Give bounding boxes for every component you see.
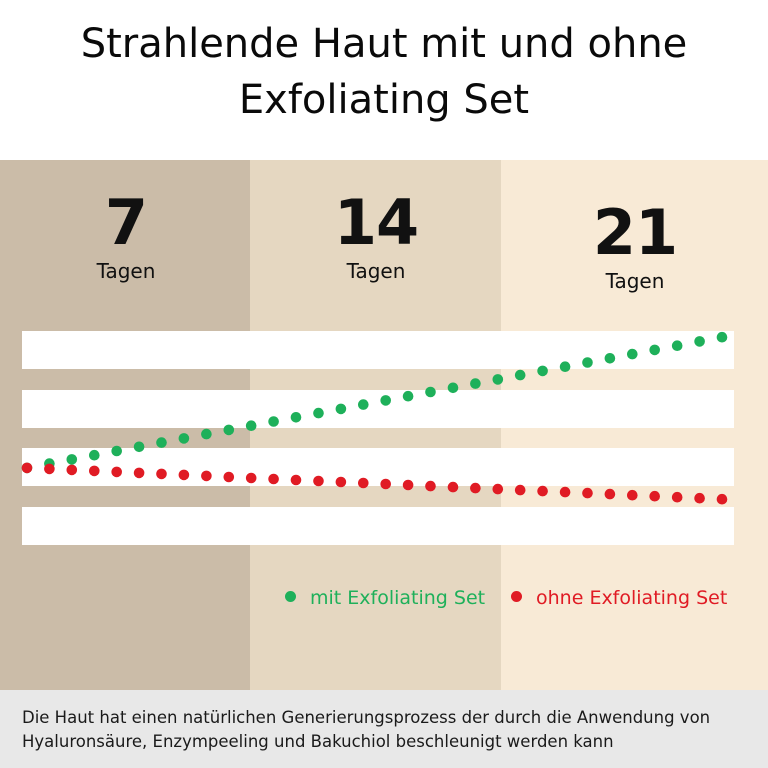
data-point (649, 344, 660, 356)
data-point (694, 336, 705, 347)
data-point (492, 374, 504, 385)
data-point (604, 488, 616, 500)
legend-dot-with-set-icon (285, 591, 296, 602)
data-point (313, 407, 324, 419)
data-point (268, 416, 279, 427)
period-21: 21 Tagen (535, 198, 735, 294)
data-point (694, 492, 705, 504)
data-point (268, 473, 279, 485)
data-point (537, 485, 548, 497)
period-unit-7: Tagen (96, 259, 156, 283)
data-point (582, 487, 593, 499)
data-point (716, 331, 728, 343)
data-point (380, 478, 392, 490)
data-point (582, 357, 593, 368)
data-point (111, 466, 122, 478)
data-point (514, 369, 526, 381)
data-point (671, 340, 683, 352)
period-number-7: 7 (104, 186, 148, 259)
data-point (425, 480, 436, 492)
series-with-set (21, 331, 728, 474)
data-point (627, 489, 638, 501)
data-point (358, 477, 369, 489)
title-line-1: Strahlende Haut mit und ohne (80, 21, 688, 67)
chart-title: Strahlende Haut mit und ohne Exfoliating… (0, 16, 768, 128)
caption-box: Die Haut hat einen natürlichen Generieru… (0, 690, 768, 768)
data-point (156, 468, 167, 480)
chart-series (21, 331, 728, 505)
data-point (716, 493, 728, 505)
data-point (402, 390, 414, 402)
data-point (201, 428, 212, 440)
data-point (470, 378, 481, 389)
data-point (111, 445, 122, 457)
period-7: 7 Tagen (26, 188, 226, 284)
title-line-2: Exfoliating Set (238, 77, 530, 123)
caption-text: Die Haut hat einen natürlichen Generieru… (22, 708, 711, 751)
data-point (178, 433, 190, 444)
data-point (470, 482, 481, 494)
period-14: 14 Tagen (276, 188, 476, 284)
series-without-set (21, 462, 728, 505)
data-point (89, 449, 100, 461)
chart-stripe-1 (22, 331, 734, 369)
data-point (21, 462, 33, 474)
data-point (559, 361, 571, 373)
data-point (671, 491, 683, 503)
period-unit-14: Tagen (346, 259, 406, 283)
data-point (604, 353, 616, 364)
legend-item-without-set: ohne Exfoliating Set (511, 585, 727, 611)
period-number-14: 14 (333, 186, 419, 259)
period-number-21: 21 (592, 196, 678, 269)
data-point (537, 365, 548, 377)
data-point (201, 470, 212, 482)
data-point (627, 348, 638, 360)
data-point (156, 437, 167, 448)
chart-stripe-3 (22, 448, 734, 486)
legend-label-with-set: mit Exfoliating Set (310, 587, 486, 609)
data-point (290, 412, 302, 423)
legend-dot-without-set-icon (511, 591, 522, 602)
data-point (402, 479, 414, 491)
data-point (89, 465, 100, 477)
chart-stripes (22, 331, 734, 545)
data-point (178, 469, 190, 481)
data-point (133, 467, 145, 479)
data-point (447, 382, 459, 394)
data-point (335, 476, 347, 488)
data-point (313, 475, 324, 487)
data-point (245, 472, 257, 484)
data-point (649, 490, 660, 502)
data-point (425, 386, 436, 398)
data-point (380, 395, 392, 406)
data-point (358, 399, 369, 410)
data-point (447, 481, 459, 493)
chart-stripe-2 (22, 390, 734, 428)
data-point (223, 471, 235, 483)
data-point (514, 484, 526, 496)
chart-stripe-4 (22, 507, 734, 545)
legend-item-with-set: mit Exfoliating Set (285, 585, 485, 611)
data-point (290, 474, 302, 486)
data-point (335, 403, 347, 415)
data-point (559, 486, 571, 498)
legend-label-without-set: ohne Exfoliating Set (536, 587, 728, 609)
data-point (44, 463, 55, 475)
data-point (133, 441, 145, 453)
period-unit-21: Tagen (605, 269, 665, 293)
data-point (66, 454, 78, 465)
data-point (245, 420, 257, 432)
data-point (223, 424, 235, 436)
data-point (66, 464, 78, 476)
data-point (492, 483, 504, 495)
